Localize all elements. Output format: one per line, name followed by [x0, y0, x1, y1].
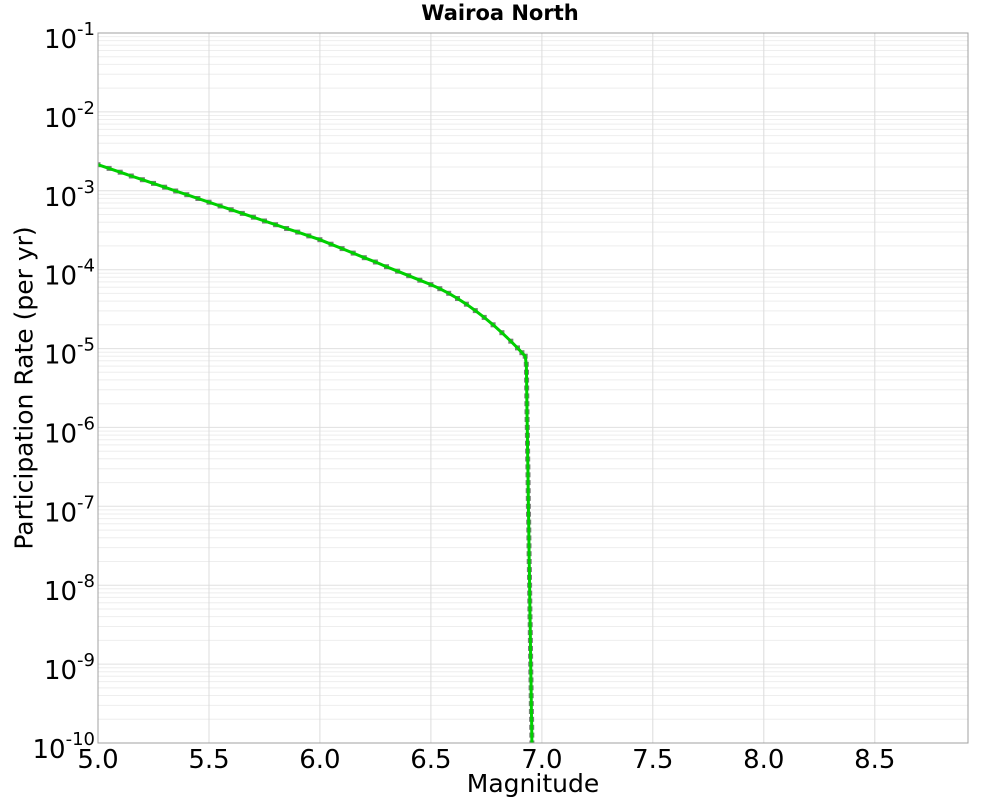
y-tick-label: 10-4 — [44, 256, 95, 292]
y-tick-label: 10-8 — [44, 571, 95, 607]
y-tick-labels: 10-1 10-2 10-3 10-4 10-5 10-6 10-7 10-8 10-9 10-1… — [33, 19, 96, 765]
plot-border — [97, 32, 969, 744]
y-tick-label: 10-5 — [44, 335, 95, 371]
y-tick-label: 10-10 — [33, 729, 96, 765]
y-tick-label: 10-7 — [44, 492, 95, 528]
x-tick-label: 8.5 — [854, 745, 895, 775]
y-tick-label: 10-9 — [44, 650, 95, 686]
x-axis-label: Magnitude — [466, 769, 600, 798]
x-tick-labels: 5.0 5.5 6.0 6.5 7.0 7.5 8.0 8.5 — [77, 745, 895, 775]
series-markers — [98, 162, 535, 743]
y-tick-label: 10-6 — [44, 413, 95, 449]
x-tick-label: 6.0 — [299, 745, 340, 775]
grid-minor-horizontal — [98, 36, 968, 720]
x-tick-label: 5.0 — [77, 745, 118, 775]
x-tick-label: 5.5 — [188, 745, 229, 775]
y-tick-label: 10-3 — [44, 177, 95, 213]
grid-vertical — [97, 33, 876, 743]
x-tick-label: 8.0 — [743, 745, 784, 775]
y-tick-label: 10-1 — [44, 19, 95, 55]
x-tick-label: 7.0 — [521, 745, 562, 775]
chart-title: Wairoa North — [421, 1, 579, 25]
y-axis-label: Participation Rate (per yr) — [9, 226, 39, 550]
x-tick-label: 6.5 — [410, 745, 451, 775]
x-tick-label: 7.5 — [632, 745, 673, 775]
series-line — [98, 163, 534, 743]
grid-major-horizontal — [98, 32, 968, 744]
y-tick-label: 10-2 — [44, 98, 95, 134]
series-participation-rate — [98, 162, 535, 743]
